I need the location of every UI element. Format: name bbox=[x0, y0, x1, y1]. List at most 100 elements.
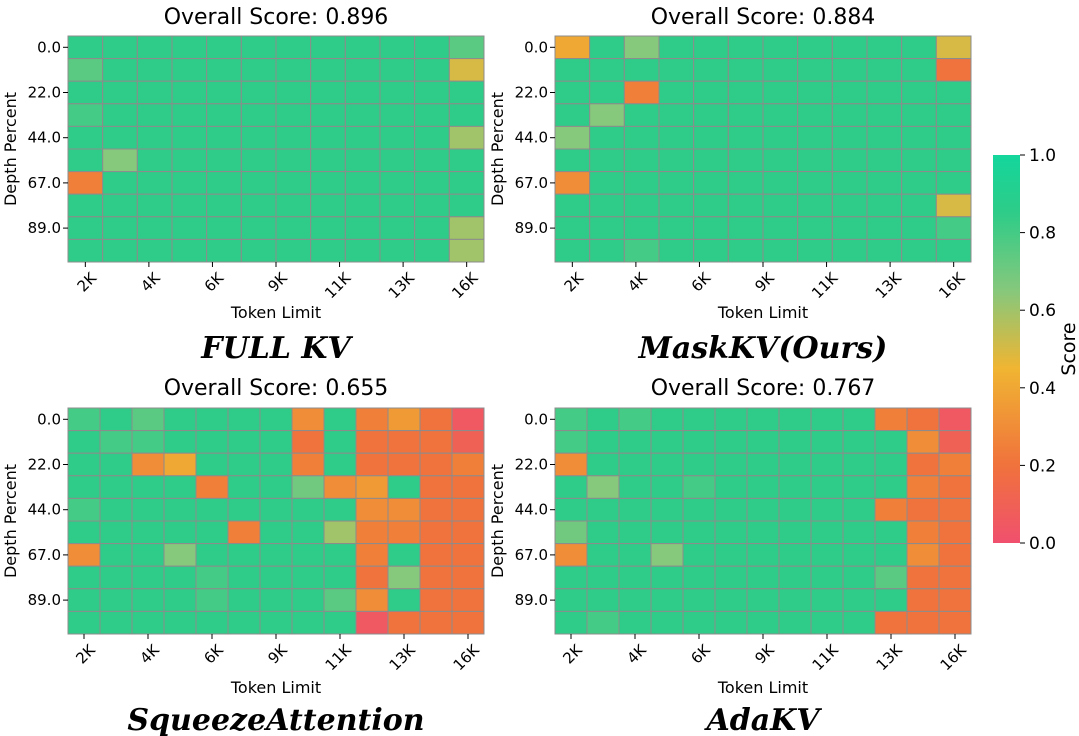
heatmap-cell bbox=[131, 588, 165, 612]
heatmap-cell bbox=[693, 35, 729, 60]
heatmap-cell bbox=[746, 610, 780, 635]
heatmap-cell bbox=[554, 58, 591, 82]
heatmap-cell bbox=[451, 565, 485, 590]
heatmap-cell bbox=[797, 193, 833, 218]
heatmap-cell bbox=[778, 565, 812, 590]
heatmap-cell bbox=[451, 543, 485, 567]
heatmap-cell bbox=[623, 125, 660, 150]
heatmap-cell bbox=[746, 520, 780, 545]
heatmap-cell bbox=[586, 407, 620, 432]
heatmap-cell bbox=[797, 103, 833, 127]
heatmap-cell bbox=[682, 452, 716, 477]
heatmap-cell bbox=[693, 80, 729, 105]
heatmap-cell bbox=[618, 452, 652, 477]
x-tick-label: 6K bbox=[200, 640, 227, 667]
heatmap-cell bbox=[102, 238, 138, 263]
heatmap-cell bbox=[206, 148, 242, 173]
heatmap-cell bbox=[589, 193, 625, 218]
heatmap-cell bbox=[355, 452, 389, 477]
heatmap-cell bbox=[448, 125, 485, 150]
heatmap-cell bbox=[171, 148, 208, 173]
heatmap-cell bbox=[344, 103, 381, 127]
heatmap-cell bbox=[589, 148, 625, 173]
heatmap-cell bbox=[99, 452, 133, 477]
x-axis-label: Token Limit bbox=[717, 678, 808, 697]
heatmap-cell bbox=[379, 125, 416, 150]
heatmap-cell bbox=[419, 475, 453, 499]
heatmap-cell bbox=[682, 430, 716, 454]
heatmap-cell bbox=[131, 407, 165, 432]
heatmap-cell bbox=[206, 193, 242, 218]
heatmap-cell bbox=[831, 58, 868, 82]
heatmap-cell bbox=[419, 407, 453, 432]
heatmap-cell bbox=[387, 543, 421, 567]
heatmap-cell bbox=[344, 238, 381, 263]
heatmap-cell bbox=[778, 407, 812, 432]
heatmap-cell bbox=[874, 520, 908, 545]
heatmap-cell bbox=[810, 430, 844, 454]
heatmap-cell bbox=[419, 543, 453, 567]
heatmap-cell bbox=[240, 58, 277, 82]
heatmap-cell bbox=[727, 103, 764, 127]
heatmap-cell bbox=[414, 125, 450, 150]
heatmap-cell bbox=[171, 35, 208, 60]
heatmap-cell bbox=[906, 520, 940, 545]
heatmap-cell bbox=[355, 430, 389, 454]
heatmap-cell bbox=[797, 58, 833, 82]
heatmap-cell bbox=[136, 148, 173, 173]
heatmap-cell bbox=[323, 452, 357, 477]
heatmap-cell bbox=[259, 497, 293, 522]
heatmap-cell bbox=[195, 520, 229, 545]
heatmap-cell bbox=[259, 520, 293, 545]
heatmap-cell bbox=[901, 58, 937, 82]
heatmap-cell bbox=[451, 520, 485, 545]
heatmap-cell bbox=[586, 430, 620, 454]
heatmap-cell bbox=[938, 407, 972, 432]
heatmap-cell bbox=[99, 520, 133, 545]
heatmap-cell bbox=[275, 103, 312, 127]
heatmap-cell bbox=[727, 35, 764, 60]
heatmap-cell bbox=[618, 565, 652, 590]
heatmap-cell bbox=[589, 35, 625, 60]
heatmap-cell bbox=[714, 497, 748, 522]
heatmap-cell bbox=[762, 148, 799, 173]
heatmap-cell bbox=[67, 58, 104, 82]
heatmap-cell bbox=[682, 588, 716, 612]
heatmap-cell bbox=[650, 407, 684, 432]
x-tick-label: 2K bbox=[559, 640, 586, 667]
x-axis-label: Token Limit bbox=[230, 678, 321, 697]
heatmap-cell bbox=[387, 610, 421, 635]
heatmap-cell bbox=[414, 103, 450, 127]
heatmap-cell bbox=[259, 475, 293, 499]
heatmap-cell bbox=[355, 520, 389, 545]
heatmap-cell bbox=[451, 497, 485, 522]
heatmap-cell bbox=[589, 216, 625, 240]
heatmap-cell bbox=[935, 193, 972, 218]
heatmap-cell bbox=[935, 125, 972, 150]
heatmap-cell bbox=[131, 452, 165, 477]
heatmap-cell bbox=[586, 475, 620, 499]
heatmap-cell bbox=[163, 588, 197, 612]
heatmap-cell bbox=[746, 475, 780, 499]
heatmap-cell bbox=[206, 35, 242, 60]
x-tick-label: 13K bbox=[386, 640, 420, 674]
heatmap-cell bbox=[67, 35, 104, 60]
heatmap-cell bbox=[451, 452, 485, 477]
heatmap-cell bbox=[810, 407, 844, 432]
heatmap-cell bbox=[554, 475, 588, 499]
heatmap-cell bbox=[831, 125, 868, 150]
y-tick-label: 44.0 bbox=[28, 129, 61, 147]
heatmap-cell bbox=[344, 193, 381, 218]
heatmap-cell bbox=[448, 171, 485, 195]
heatmap-cell bbox=[831, 35, 868, 60]
heatmap-cell bbox=[344, 58, 381, 82]
heatmap-cell bbox=[259, 407, 293, 432]
heatmap-cell bbox=[136, 125, 173, 150]
heatmap-cell bbox=[310, 80, 346, 105]
heatmap-cell bbox=[586, 588, 620, 612]
heatmap-cell bbox=[67, 565, 101, 590]
heatmap-cell bbox=[938, 610, 972, 635]
heatmap-cell bbox=[618, 475, 652, 499]
heatmap-cell bbox=[874, 497, 908, 522]
heatmap-cell bbox=[323, 497, 357, 522]
